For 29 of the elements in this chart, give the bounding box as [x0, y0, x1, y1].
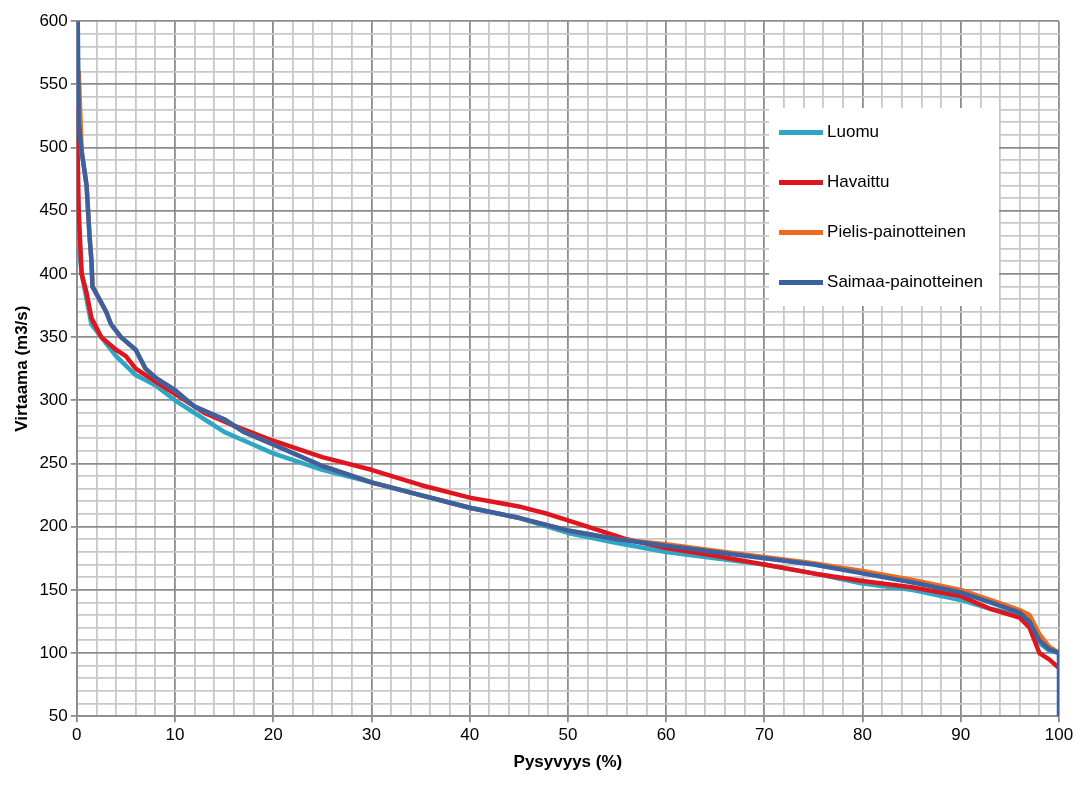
y-axis-title: Virtaama (m3/s): [11, 305, 31, 432]
x-tick-label: 20: [263, 725, 283, 745]
legend-label: Luomu: [827, 122, 880, 142]
y-tick-label: 50: [48, 705, 68, 725]
y-tick-label: 550: [39, 74, 68, 94]
y-tick-label: 150: [39, 579, 68, 599]
legend-label: Pielis-painotteinen: [827, 222, 966, 242]
x-tick-label: 60: [656, 725, 676, 745]
x-tick-label: 0: [72, 725, 82, 745]
y-tick-label: 500: [39, 137, 68, 157]
x-tick-label: 80: [853, 725, 873, 745]
x-tick-label: 100: [1044, 725, 1074, 745]
y-tick-label: 250: [39, 453, 68, 473]
x-tick-label: 70: [754, 725, 774, 745]
x-tick-label: 40: [460, 725, 480, 745]
y-tick-label: 450: [39, 200, 68, 220]
y-tick-label: 350: [39, 326, 68, 346]
x-tick-label: 30: [361, 725, 381, 745]
x-tick-label: 90: [951, 725, 971, 745]
y-tick-label: 600: [39, 10, 68, 30]
y-tick-label: 300: [39, 389, 68, 409]
x-tick-label: 50: [558, 725, 578, 745]
y-tick-label: 200: [39, 516, 68, 536]
legend-label: Havaittu: [827, 172, 890, 192]
x-axis-title: Pysyvyys (%): [513, 752, 623, 772]
y-tick-label: 100: [39, 642, 68, 662]
x-tick-label: 10: [165, 725, 185, 745]
legend-label: Saimaa-painotteinen: [827, 272, 983, 292]
y-tick-label: 400: [39, 263, 68, 283]
